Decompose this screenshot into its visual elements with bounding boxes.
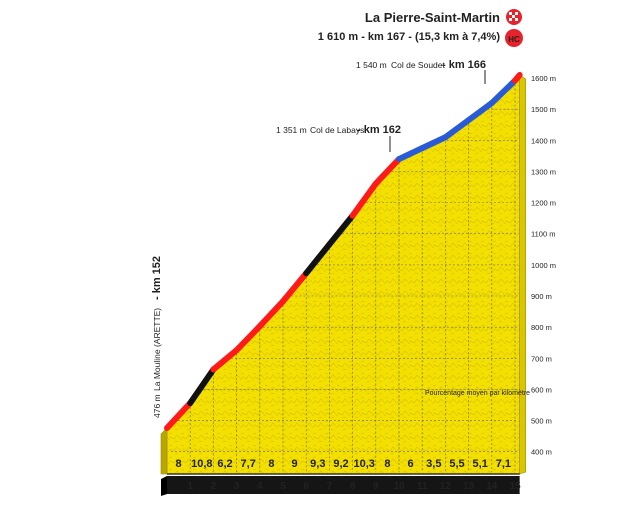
percentage-label: 6 [408, 458, 414, 470]
x-tick-label: 8 [350, 481, 356, 492]
climb-segment-line [164, 400, 194, 431]
climb-segment-line [256, 298, 286, 330]
x-tick-label: 11 [417, 481, 428, 492]
climb-segment-line [349, 180, 379, 219]
y-tick-label: 700 m [531, 354, 552, 363]
climb-segment-line [512, 71, 523, 84]
climb-segment-line [210, 347, 240, 373]
start-km: - km 152 [151, 256, 163, 300]
col-labays-km: - km 162 [357, 124, 401, 136]
profile-right-face [519, 74, 526, 475]
km-band [167, 476, 520, 494]
y-axis-layer: 400 m 500 m 600 m 700 m 800 m 900 m 1000 m 1100… [531, 74, 556, 457]
climb-segment-line [396, 145, 426, 163]
x-tick-label: 12 [440, 481, 452, 492]
y-tick-label: 1500 m [531, 105, 556, 114]
percentage-label: 8 [384, 458, 390, 470]
percentage-label: 6,2 [217, 458, 232, 470]
percentage-label: 7,1 [496, 458, 511, 470]
climb-segment-line [488, 77, 518, 107]
col-soudet-km: - km 166 [442, 59, 486, 71]
x-tick-label: 14 [486, 481, 498, 492]
svg-text:HC: HC [508, 35, 520, 44]
climb-segment-line [233, 323, 263, 354]
x-tick-label: 9 [373, 481, 379, 492]
x-tick-label: 10 [393, 481, 405, 492]
y-tick-label: 1200 m [531, 199, 556, 208]
percentage-label: 10,3 [353, 458, 374, 470]
climb-segment-line [303, 241, 333, 277]
grid-layer [171, 84, 518, 472]
x-tick-label: 6 [303, 481, 309, 492]
x-tick-label: 13 [463, 481, 475, 492]
profile-side-face [160, 427, 168, 475]
y-tick-label: 900 m [531, 292, 552, 301]
x-tick-label: 1 [187, 481, 193, 492]
x-tick-label: 4 [257, 481, 263, 492]
profile-layer [160, 73, 526, 496]
percentage-label: 9,3 [310, 458, 325, 470]
col-soudet-name: Col de Soudet [391, 60, 446, 70]
col-labays-name: Col de Labays [310, 125, 364, 135]
percentage-label: 5,1 [473, 458, 488, 470]
col-labays-altitude: 1 351 m [276, 125, 307, 135]
km-band-side [161, 476, 167, 496]
percentage-label: 8 [176, 458, 182, 470]
climb-line-layer [164, 71, 523, 431]
percentage-label: 5,5 [449, 458, 464, 470]
category-badge: HC [505, 29, 523, 47]
x-axis-layer: 1 2 3 4 5 6 7 8 9 10 11 12 13 14 15 [187, 481, 521, 492]
start-altitude: 476 m [152, 394, 162, 418]
x-tick-label: 2 [211, 481, 217, 492]
finish-details: 1 610 m - km 167 - (15,3 km à 7,4%) [318, 31, 501, 43]
col-soudet-altitude: 1 540 m [356, 60, 387, 70]
percentage-layer: 8 10,8 6,2 7,7 8 9 9,3 9,2 10,3 8 6 3,5 5,5 5,1 7,1 [176, 458, 512, 470]
climb-segment-line [419, 134, 449, 152]
y-tick-label: 500 m [531, 417, 552, 426]
x-tick-label: 7 [327, 481, 333, 492]
y-tick-label: 1100 m [531, 230, 555, 239]
climb-segment-line [442, 117, 472, 141]
start-name: La Mouline (ARETTE) [152, 308, 162, 391]
climb-segment-line [280, 270, 310, 305]
climb-segment-line [326, 212, 356, 248]
y-tick-label: 1600 m [531, 74, 556, 83]
y-tick-label: 1400 m [531, 136, 556, 145]
climb-segment-line [187, 366, 217, 407]
x-tick-label: 3 [234, 481, 240, 492]
y-tick-label: 1300 m [531, 167, 556, 176]
percentage-label: 3,5 [426, 458, 441, 470]
x-tick-label: 15 [509, 481, 521, 492]
legend-note: Pourcentage moyen par kilomètre [425, 390, 530, 397]
percentage-label: 9,2 [333, 458, 348, 470]
y-tick-label: 800 m [531, 323, 552, 332]
percentage-label: 9 [292, 458, 298, 470]
climb-segment-line [465, 100, 495, 124]
y-tick-label: 600 m [531, 385, 552, 394]
percentage-label: 7,7 [241, 458, 256, 470]
y-tick-label: 400 m [531, 448, 552, 457]
finish-flag-icon [506, 9, 522, 25]
finish-name: La Pierre-Saint-Martin [365, 10, 500, 25]
climb-segment-line [372, 156, 402, 187]
x-tick-label: 5 [280, 481, 286, 492]
y-tick-label: 1000 m [531, 261, 556, 270]
percentage-label: 8 [268, 458, 274, 470]
percentage-label: 10,8 [191, 458, 212, 470]
